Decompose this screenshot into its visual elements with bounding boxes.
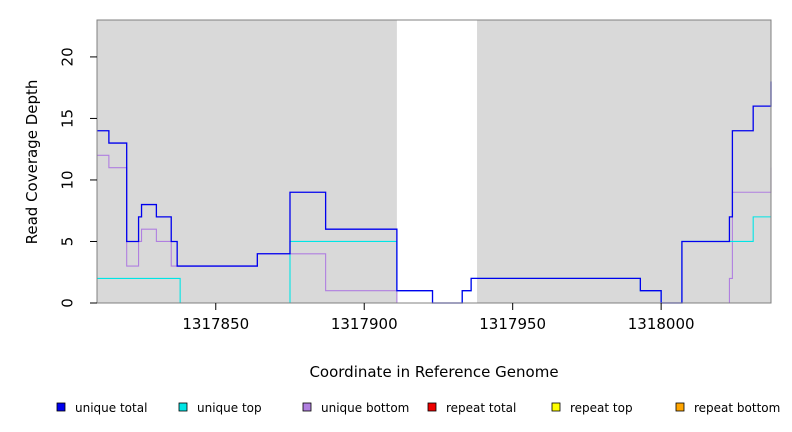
legend-label: unique total xyxy=(75,401,147,415)
legend-label: unique top xyxy=(197,401,262,415)
x-tick-label: 1317900 xyxy=(331,315,398,333)
y-tick-label: 15 xyxy=(59,109,77,128)
x-tick-label: 1317850 xyxy=(182,315,249,333)
series-line-unique-total xyxy=(97,81,772,304)
x-tick-label: 1318000 xyxy=(628,315,695,333)
y-axis: 0 5 10 15 20 xyxy=(59,47,97,308)
legend-swatch xyxy=(427,402,437,412)
legend-label: unique bottom xyxy=(321,401,409,415)
y-tick-label: 0 xyxy=(59,298,77,308)
legend-swatch xyxy=(302,402,312,412)
legend: unique total unique top unique bottom repea… xyxy=(56,401,780,415)
plot-frame xyxy=(96,19,772,304)
y-tick-label: 5 xyxy=(59,237,77,247)
y-tick-label: 10 xyxy=(59,170,77,189)
legend-label: repeat total xyxy=(446,401,516,415)
legend-label: repeat bottom xyxy=(694,401,780,415)
shaded-regions xyxy=(97,20,771,303)
legend-label: repeat top xyxy=(570,401,633,415)
shaded-region-2 xyxy=(477,20,771,303)
x-tick-label: 1317950 xyxy=(479,315,546,333)
y-tick-label: 20 xyxy=(59,47,77,66)
legend-swatch xyxy=(178,402,188,412)
x-axis-label: Coordinate in Reference Genome xyxy=(309,363,558,381)
legend-swatch xyxy=(675,402,685,412)
y-axis-label: Read Coverage Depth xyxy=(23,80,41,245)
x-axis: 1317850 1317900 1317950 1318000 xyxy=(182,303,695,333)
shaded-region-1 xyxy=(97,20,397,303)
legend-swatch xyxy=(56,402,66,412)
legend-swatch xyxy=(551,402,561,412)
